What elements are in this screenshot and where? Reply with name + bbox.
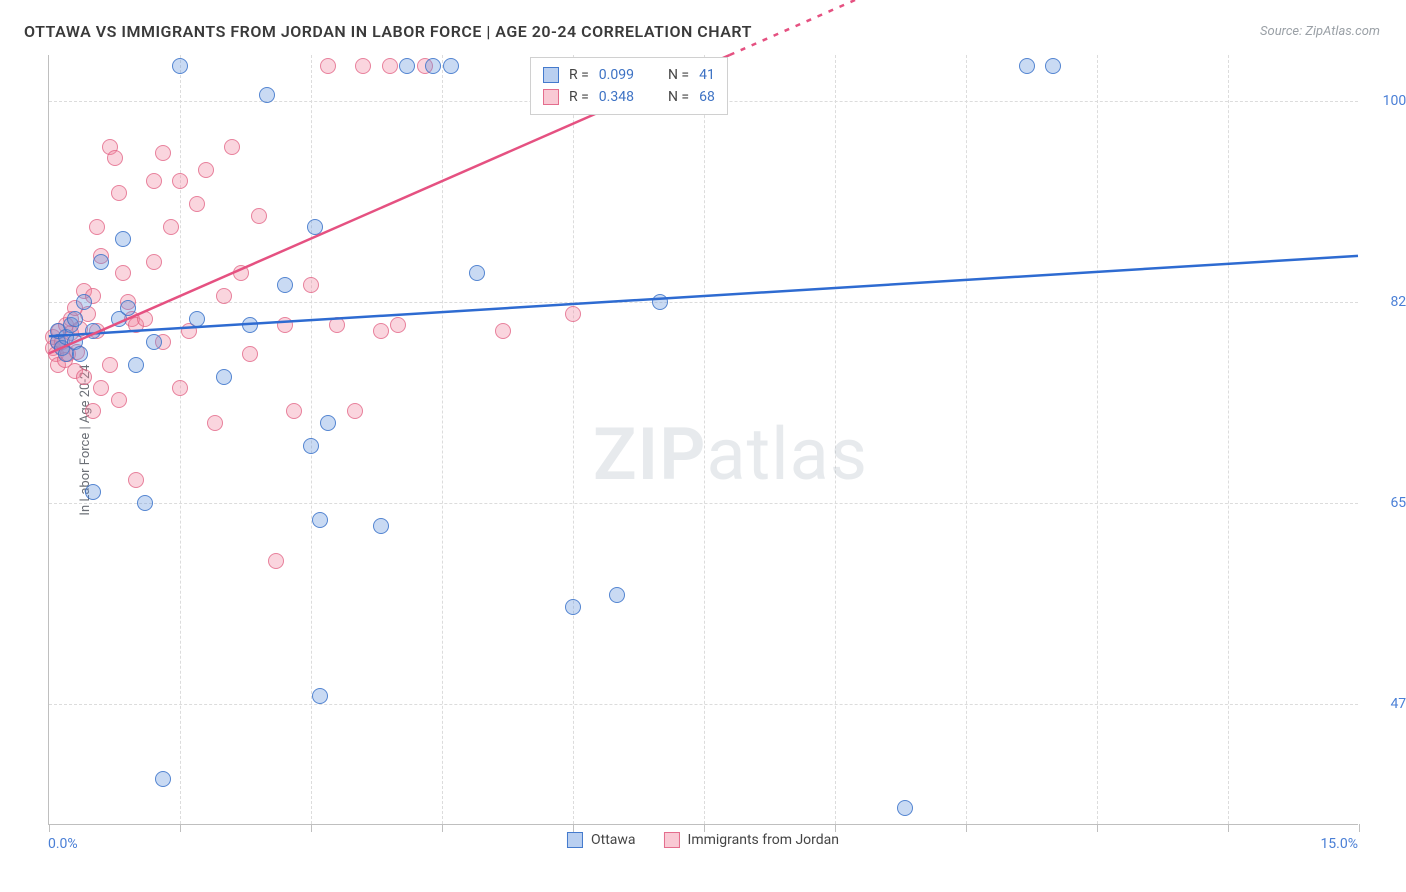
legend-swatch — [664, 832, 680, 848]
n-label: N = — [668, 64, 689, 86]
n-value: 41 — [699, 64, 715, 86]
x-tick — [1097, 824, 1098, 832]
x-tick — [1228, 824, 1229, 832]
x-tick — [704, 824, 705, 832]
r-label: R = — [569, 64, 589, 86]
x-tick — [49, 824, 50, 832]
x-tick — [835, 824, 836, 832]
legend-label: Immigrants from Jordan — [688, 832, 840, 848]
series-legend: Ottawa Immigrants from Jordan — [557, 832, 849, 848]
y-tick-label: 100.0% — [1368, 93, 1406, 109]
legend-swatch — [543, 89, 559, 105]
legend-stats-row: R = 0.348 N = 68 — [543, 86, 715, 108]
x-tick — [966, 824, 967, 832]
x-axis-max-label: 15.0% — [1320, 836, 1358, 852]
legend-item: Immigrants from Jordan — [664, 832, 840, 848]
y-tick-label: 65.0% — [1368, 495, 1406, 511]
legend-swatch — [543, 67, 559, 83]
x-tick — [180, 824, 181, 832]
legend-stats-row: R = 0.099 N = 41 — [543, 64, 715, 86]
legend-label: Ottawa — [591, 832, 636, 848]
x-tick — [1359, 824, 1360, 832]
r-label: R = — [569, 86, 589, 108]
legend-swatch — [567, 832, 583, 848]
plot-area: 47.5%65.0%82.5%100.0% — [48, 55, 1358, 825]
n-value: 68 — [699, 86, 715, 108]
chart-title: OTTAWA VS IMMIGRANTS FROM JORDAN IN LABO… — [24, 22, 752, 41]
x-tick — [311, 824, 312, 832]
r-value: 0.348 — [599, 86, 634, 108]
x-tick — [442, 824, 443, 832]
x-axis-min-label: 0.0% — [48, 836, 78, 852]
r-value: 0.099 — [599, 64, 634, 86]
correlation-legend: R = 0.099 N = 41 R = 0.348 N = 68 — [530, 57, 728, 115]
n-label: N = — [668, 86, 689, 108]
legend-item: Ottawa — [567, 832, 636, 848]
x-tick — [573, 824, 574, 832]
y-tick-label: 82.5% — [1368, 294, 1406, 310]
source-label: Source: ZipAtlas.com — [1260, 24, 1380, 39]
y-tick-label: 47.5% — [1368, 696, 1406, 712]
